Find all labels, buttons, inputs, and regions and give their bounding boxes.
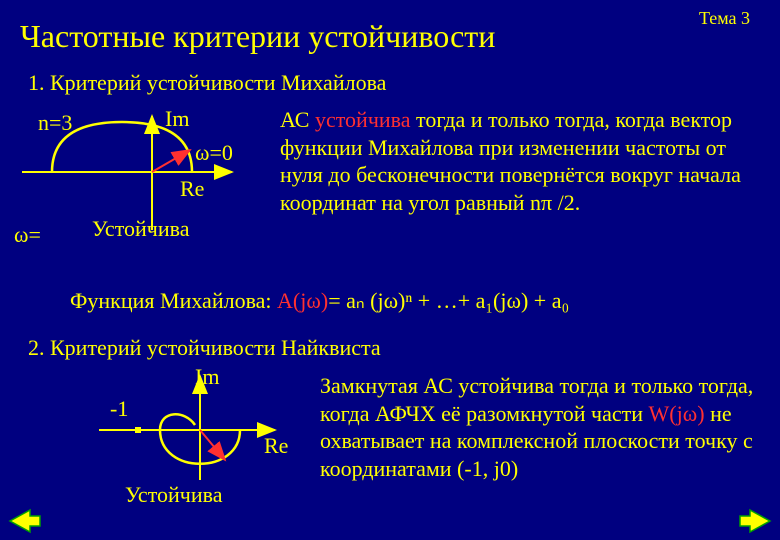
minus-one-label: -1 [110,396,128,422]
stable-label-2: Устойчива [125,482,223,508]
nyquist-criterion-text: Замкнутая АС устойчива тогда и только то… [320,372,765,482]
omega-zero-label: ω=0 [195,140,233,166]
formula-lead: A(jω) [277,288,328,313]
mikhailov-function-formula: Функция Михайлова: A(jω)= aₙ (jω)ⁿ + …+ … [70,288,569,314]
page-title: Частотные критерии устойчивости [20,18,495,55]
section-1-heading: 1. Критерий устойчивости Михайлова [28,70,386,96]
prev-button[interactable] [8,508,42,534]
im-axis-label-1: Im [165,106,189,132]
formula-label: Функция Михайлова: [70,288,277,313]
im-axis-label-2: Im [195,364,219,390]
formula-rest: = aₙ (jω)ⁿ + …+ a₁(jω) + a₀ [328,288,569,313]
para2-red: W(jω) [649,401,705,426]
para1-pre: АС [280,107,315,132]
section-2-heading: 2. Критерий устойчивости Найквиста [28,335,381,361]
n-equals-3-label: n=3 [38,110,72,136]
mikhailov-criterion-text: АС устойчива тогда и только тогда, когда… [280,106,765,216]
re-axis-label-2: Re [264,433,288,459]
next-button[interactable] [738,508,772,534]
stable-label-1: Устойчива [92,216,190,242]
para1-red: устойчива [315,107,411,132]
re-axis-label-1: Re [180,176,204,202]
omega-inf-label: ω= [14,222,41,248]
topic-label: Тема 3 [699,8,750,29]
